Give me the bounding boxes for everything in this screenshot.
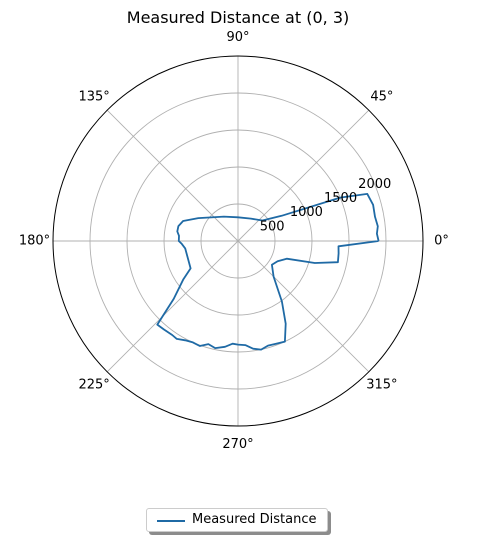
polar-grid <box>53 56 423 426</box>
theta-tick-label-0: 0° <box>434 234 449 249</box>
theta-tick-label-2: 90° <box>226 30 249 45</box>
theta-tick-label-7: 315° <box>366 377 397 392</box>
grid-spoke-5 <box>106 240 239 373</box>
theta-tick-label-5: 225° <box>78 377 109 392</box>
grid-spoke-3 <box>106 109 239 242</box>
radius-tick-label-1: 1000 <box>290 205 323 220</box>
radius-tick-label-3: 2000 <box>358 177 391 192</box>
grid-spoke-1 <box>237 109 370 242</box>
theta-tick-label-4: 180° <box>19 234 50 249</box>
theta-tick-labels: 0° 45° 90° 135° 180° 225° 270° 315° <box>19 30 449 452</box>
theta-tick-label-6: 270° <box>222 437 253 452</box>
theta-tick-label-3: 135° <box>78 90 109 105</box>
radius-tick-label-2: 1500 <box>324 191 357 206</box>
chart-title: Measured Distance at (0, 3) <box>127 8 349 27</box>
polar-frame <box>52 55 424 427</box>
radius-tick-label-0: 500 <box>260 219 285 234</box>
legend: Measured Distance <box>146 508 328 532</box>
grid-spoke-7 <box>237 240 370 373</box>
theta-tick-label-1: 45° <box>370 90 393 105</box>
legend-swatch <box>157 520 185 522</box>
series-line-measured-distance <box>156 193 380 351</box>
legend-label: Measured Distance <box>192 512 317 527</box>
